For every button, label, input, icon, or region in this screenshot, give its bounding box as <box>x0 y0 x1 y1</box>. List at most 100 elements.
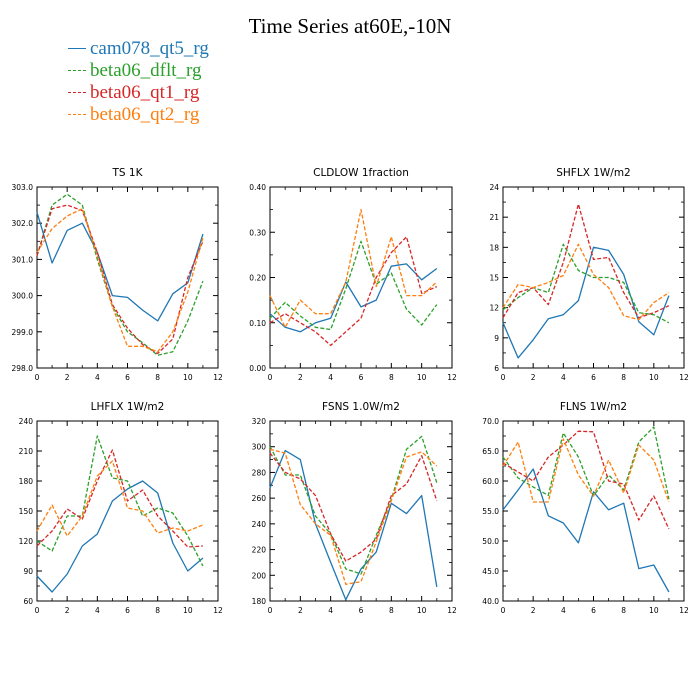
legend-swatch <box>68 114 86 115</box>
series-line <box>36 460 204 537</box>
x-tick-label: 0 <box>35 606 40 615</box>
chart-panel: FLNS 1W/m2 0 2 4 6 8 10 12 40.0 45.0 50.0 55.0 60.0 6… <box>482 401 689 615</box>
plot-frame <box>36 186 219 369</box>
chart-title: SHFLX 1W/m2 <box>556 167 631 179</box>
series-line <box>502 243 670 321</box>
x-tick-label: 12 <box>213 373 223 382</box>
x-tick-label: 4 <box>561 606 566 615</box>
y-tick-label: 0.30 <box>249 228 266 237</box>
y-tick-label: 50.0 <box>482 537 499 546</box>
x-tick-label: 10 <box>417 606 427 615</box>
y-tick-label: 60.0 <box>482 477 499 486</box>
x-tick-label: 2 <box>531 373 536 382</box>
y-tick-label: 260 <box>252 494 267 503</box>
y-tick-label: 280 <box>252 468 267 477</box>
y-tick-label: 120 <box>19 537 34 546</box>
x-tick-label: 10 <box>649 373 659 382</box>
legend-label: beta06_qt2_rg <box>90 104 200 125</box>
x-tick-label: 0 <box>501 373 506 382</box>
x-tick-label: 10 <box>417 373 427 382</box>
x-tick-label: 6 <box>591 606 596 615</box>
x-tick-label: 4 <box>95 373 100 382</box>
chart-title: LHFLX 1W/m2 <box>91 401 165 413</box>
y-tick-label: 210 <box>19 447 34 456</box>
y-tick-label: 60 <box>23 597 33 606</box>
series-line <box>36 212 204 322</box>
y-tick-label: 303.0 <box>12 183 34 192</box>
x-tick-label: 2 <box>298 373 303 382</box>
legend-label: beta06_dflt_rg <box>90 60 202 81</box>
x-tick-label: 12 <box>679 373 689 382</box>
series-line <box>502 203 670 319</box>
y-tick-label: 90 <box>23 567 33 576</box>
y-tick-label: 299.0 <box>12 328 34 337</box>
y-tick-label: 0.20 <box>249 274 266 283</box>
series-line <box>269 448 438 585</box>
legend-label: cam078_qt5_rg <box>90 38 209 59</box>
y-tick-label: 240 <box>252 520 267 529</box>
x-tick-label: 4 <box>561 373 566 382</box>
y-tick-label: 150 <box>19 507 34 516</box>
y-tick-label: 70.0 <box>482 417 499 426</box>
x-tick-label: 12 <box>447 606 457 615</box>
x-tick-label: 6 <box>591 373 596 382</box>
y-tick-label: 240 <box>19 417 34 426</box>
series-line <box>269 452 438 562</box>
y-tick-label: 302.0 <box>12 219 34 228</box>
plot-frame <box>502 420 685 602</box>
chart-panel: LHFLX 1W/m2 0 2 4 6 8 10 12 60 90 120 150 180 210 240 <box>19 401 223 615</box>
page-title: Time Series at60E,-10N <box>248 14 452 38</box>
x-tick-label: 10 <box>183 606 193 615</box>
x-tick-label: 6 <box>359 606 364 615</box>
chart-title: CLDLOW 1fraction <box>313 167 409 179</box>
x-tick-label: 6 <box>125 373 130 382</box>
y-tick-label: 300.0 <box>12 292 34 301</box>
y-tick-label: 9 <box>494 334 499 343</box>
x-tick-label: 2 <box>298 606 303 615</box>
chart-title: TS 1K <box>112 167 144 179</box>
series-line <box>502 243 670 324</box>
x-tick-label: 8 <box>621 373 626 382</box>
series-line <box>269 208 438 328</box>
chart-title: FSNS 1.0W/m2 <box>322 401 400 413</box>
chart-panel: CLDLOW 1fraction 0 2 4 6 8 10 12 0.00 0.10 0.20 0.3… <box>249 167 457 382</box>
x-tick-label: 2 <box>531 606 536 615</box>
y-tick-label: 21 <box>489 213 499 222</box>
y-tick-label: 0.00 <box>249 364 266 373</box>
x-tick-label: 2 <box>65 606 70 615</box>
y-tick-label: 180 <box>252 597 267 606</box>
x-tick-label: 8 <box>621 606 626 615</box>
legend-swatch <box>68 70 86 71</box>
x-tick-label: 10 <box>649 606 659 615</box>
y-tick-label: 298.0 <box>12 364 34 373</box>
x-tick-label: 6 <box>359 373 364 382</box>
y-tick-label: 301.0 <box>12 255 34 264</box>
y-tick-label: 300 <box>252 443 267 452</box>
series-line <box>36 204 204 355</box>
y-tick-label: 15 <box>489 274 499 283</box>
x-tick-label: 8 <box>389 606 394 615</box>
series-line <box>269 240 438 331</box>
series-line <box>269 435 438 575</box>
x-tick-label: 12 <box>213 606 223 615</box>
y-tick-label: 180 <box>19 477 34 486</box>
x-tick-label: 0 <box>501 606 506 615</box>
x-tick-label: 8 <box>155 606 160 615</box>
x-tick-label: 4 <box>95 606 100 615</box>
series-line <box>502 430 670 530</box>
x-tick-label: 0 <box>268 606 273 615</box>
y-tick-label: 12 <box>489 304 499 313</box>
series-line <box>36 208 204 353</box>
x-tick-label: 8 <box>389 373 394 382</box>
x-tick-label: 0 <box>268 373 273 382</box>
plot-frame <box>36 420 219 602</box>
y-tick-label: 40.0 <box>482 597 499 606</box>
y-tick-label: 45.0 <box>482 567 499 576</box>
y-tick-label: 0.40 <box>249 183 266 192</box>
series-line <box>36 449 203 548</box>
chart-panel: TS 1K 0 2 4 6 8 10 12 298.0 299.0 300.0 301.0 302.0 3… <box>12 167 223 382</box>
series-line <box>269 236 438 347</box>
x-tick-label: 8 <box>155 373 160 382</box>
y-tick-label: 18 <box>489 243 499 252</box>
